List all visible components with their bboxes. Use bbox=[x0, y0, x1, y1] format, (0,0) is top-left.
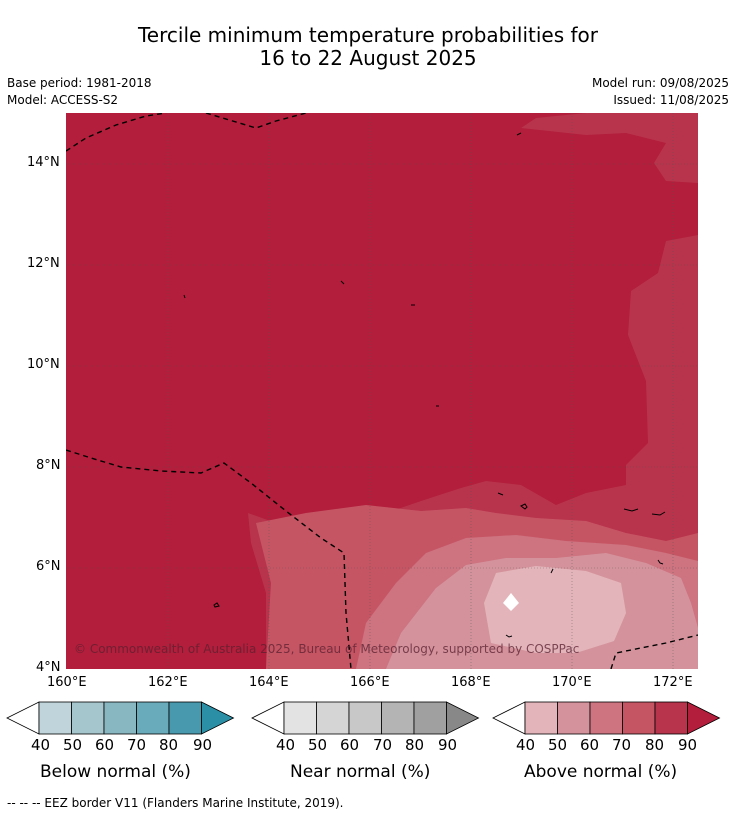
region-above-40 bbox=[484, 566, 626, 653]
lat-label: 8°N bbox=[36, 458, 61, 473]
map-svg: © Commonwealth of Australia 2025, Bureau… bbox=[66, 113, 698, 669]
near-colorbar-segment bbox=[316, 701, 350, 735]
map-title-line2: 16 to 22 August 2025 bbox=[259, 46, 477, 70]
below-tick: 50 bbox=[63, 736, 83, 754]
map-title-line1: Tercile minimum temperature probabilitie… bbox=[137, 23, 599, 47]
base-period: Base period: 1981-2018 bbox=[7, 76, 152, 90]
near-colorbar-high-arrow bbox=[446, 701, 480, 735]
region-above-80-top bbox=[521, 113, 698, 183]
lat-label: 12°N bbox=[27, 256, 60, 271]
below-colorbar-low-arrow bbox=[6, 701, 40, 735]
islands bbox=[183, 132, 666, 638]
near-colorbar-low-arrow bbox=[251, 701, 285, 735]
lon-label: 172°E bbox=[653, 675, 693, 690]
below-normal-title: Below normal (%) bbox=[40, 762, 191, 782]
below-colorbar-segment bbox=[71, 701, 105, 735]
model-name: Model: ACCESS-S2 bbox=[7, 93, 119, 107]
lon-label: 160°E bbox=[47, 675, 87, 690]
lat-label: 6°N bbox=[36, 559, 61, 574]
copyright-text: © Commonwealth of Australia 2025, Bureau… bbox=[74, 642, 579, 656]
below-colorbar-segment bbox=[168, 701, 202, 735]
above-colorbar-low-arrow bbox=[492, 701, 526, 735]
graticule bbox=[66, 113, 698, 669]
near-tick: 70 bbox=[373, 736, 393, 754]
near-tick: 80 bbox=[405, 736, 425, 754]
lon-label: 168°E bbox=[451, 675, 491, 690]
lon-label: 162°E bbox=[148, 675, 188, 690]
eez-footnote: -- -- -- EEZ border V11 (Flanders Marine… bbox=[7, 796, 344, 810]
near-colorbar-segment bbox=[348, 701, 382, 735]
colorbar-legends bbox=[6, 701, 721, 735]
probability-map: © Commonwealth of Australia 2025, Bureau… bbox=[66, 113, 698, 669]
below-tick: 60 bbox=[95, 736, 115, 754]
near-normal-title: Near normal (%) bbox=[290, 762, 431, 782]
near-tick: 40 bbox=[276, 736, 296, 754]
lat-label: 10°N bbox=[27, 357, 60, 372]
above-tick: 60 bbox=[580, 736, 600, 754]
eez-borders bbox=[66, 113, 698, 669]
issued-date: Issued: 11/08/2025 bbox=[613, 93, 729, 107]
model-run: Model run: 09/08/2025 bbox=[591, 76, 729, 90]
above-normal-title: Above normal (%) bbox=[524, 762, 678, 782]
below-tick: 90 bbox=[193, 736, 213, 754]
near-colorbar-segment bbox=[413, 701, 447, 735]
above-tick: 70 bbox=[612, 736, 632, 754]
below-colorbar-segment bbox=[38, 701, 72, 735]
near-tick: 60 bbox=[340, 736, 360, 754]
below-colorbar-high-arrow bbox=[201, 701, 235, 735]
below-tick: 70 bbox=[127, 736, 147, 754]
lat-label: 14°N bbox=[27, 155, 60, 170]
below-colorbar-segment bbox=[103, 701, 137, 735]
near-tick: 90 bbox=[438, 736, 458, 754]
above-tick: 50 bbox=[548, 736, 568, 754]
above-colorbar-segment bbox=[622, 701, 656, 735]
above-tick: 90 bbox=[678, 736, 698, 754]
below-colorbar-segment bbox=[136, 701, 170, 735]
lon-label: 164°E bbox=[249, 675, 289, 690]
above-colorbar-segment bbox=[524, 701, 558, 735]
near-colorbar-segment bbox=[283, 701, 317, 735]
above-tick: 40 bbox=[516, 736, 536, 754]
above-colorbar-high-arrow bbox=[687, 701, 721, 735]
near-normal-marker bbox=[503, 593, 519, 611]
above-colorbar-segment bbox=[654, 701, 688, 735]
above-colorbar-segment bbox=[589, 701, 623, 735]
near-tick: 50 bbox=[308, 736, 328, 754]
above-colorbar-segment bbox=[557, 701, 591, 735]
lon-label: 170°E bbox=[552, 675, 592, 690]
lon-label: 166°E bbox=[350, 675, 390, 690]
lat-label: 4°N bbox=[36, 660, 61, 675]
above-tick: 80 bbox=[645, 736, 665, 754]
below-tick: 80 bbox=[159, 736, 179, 754]
near-colorbar-segment bbox=[381, 701, 415, 735]
below-tick: 40 bbox=[31, 736, 51, 754]
